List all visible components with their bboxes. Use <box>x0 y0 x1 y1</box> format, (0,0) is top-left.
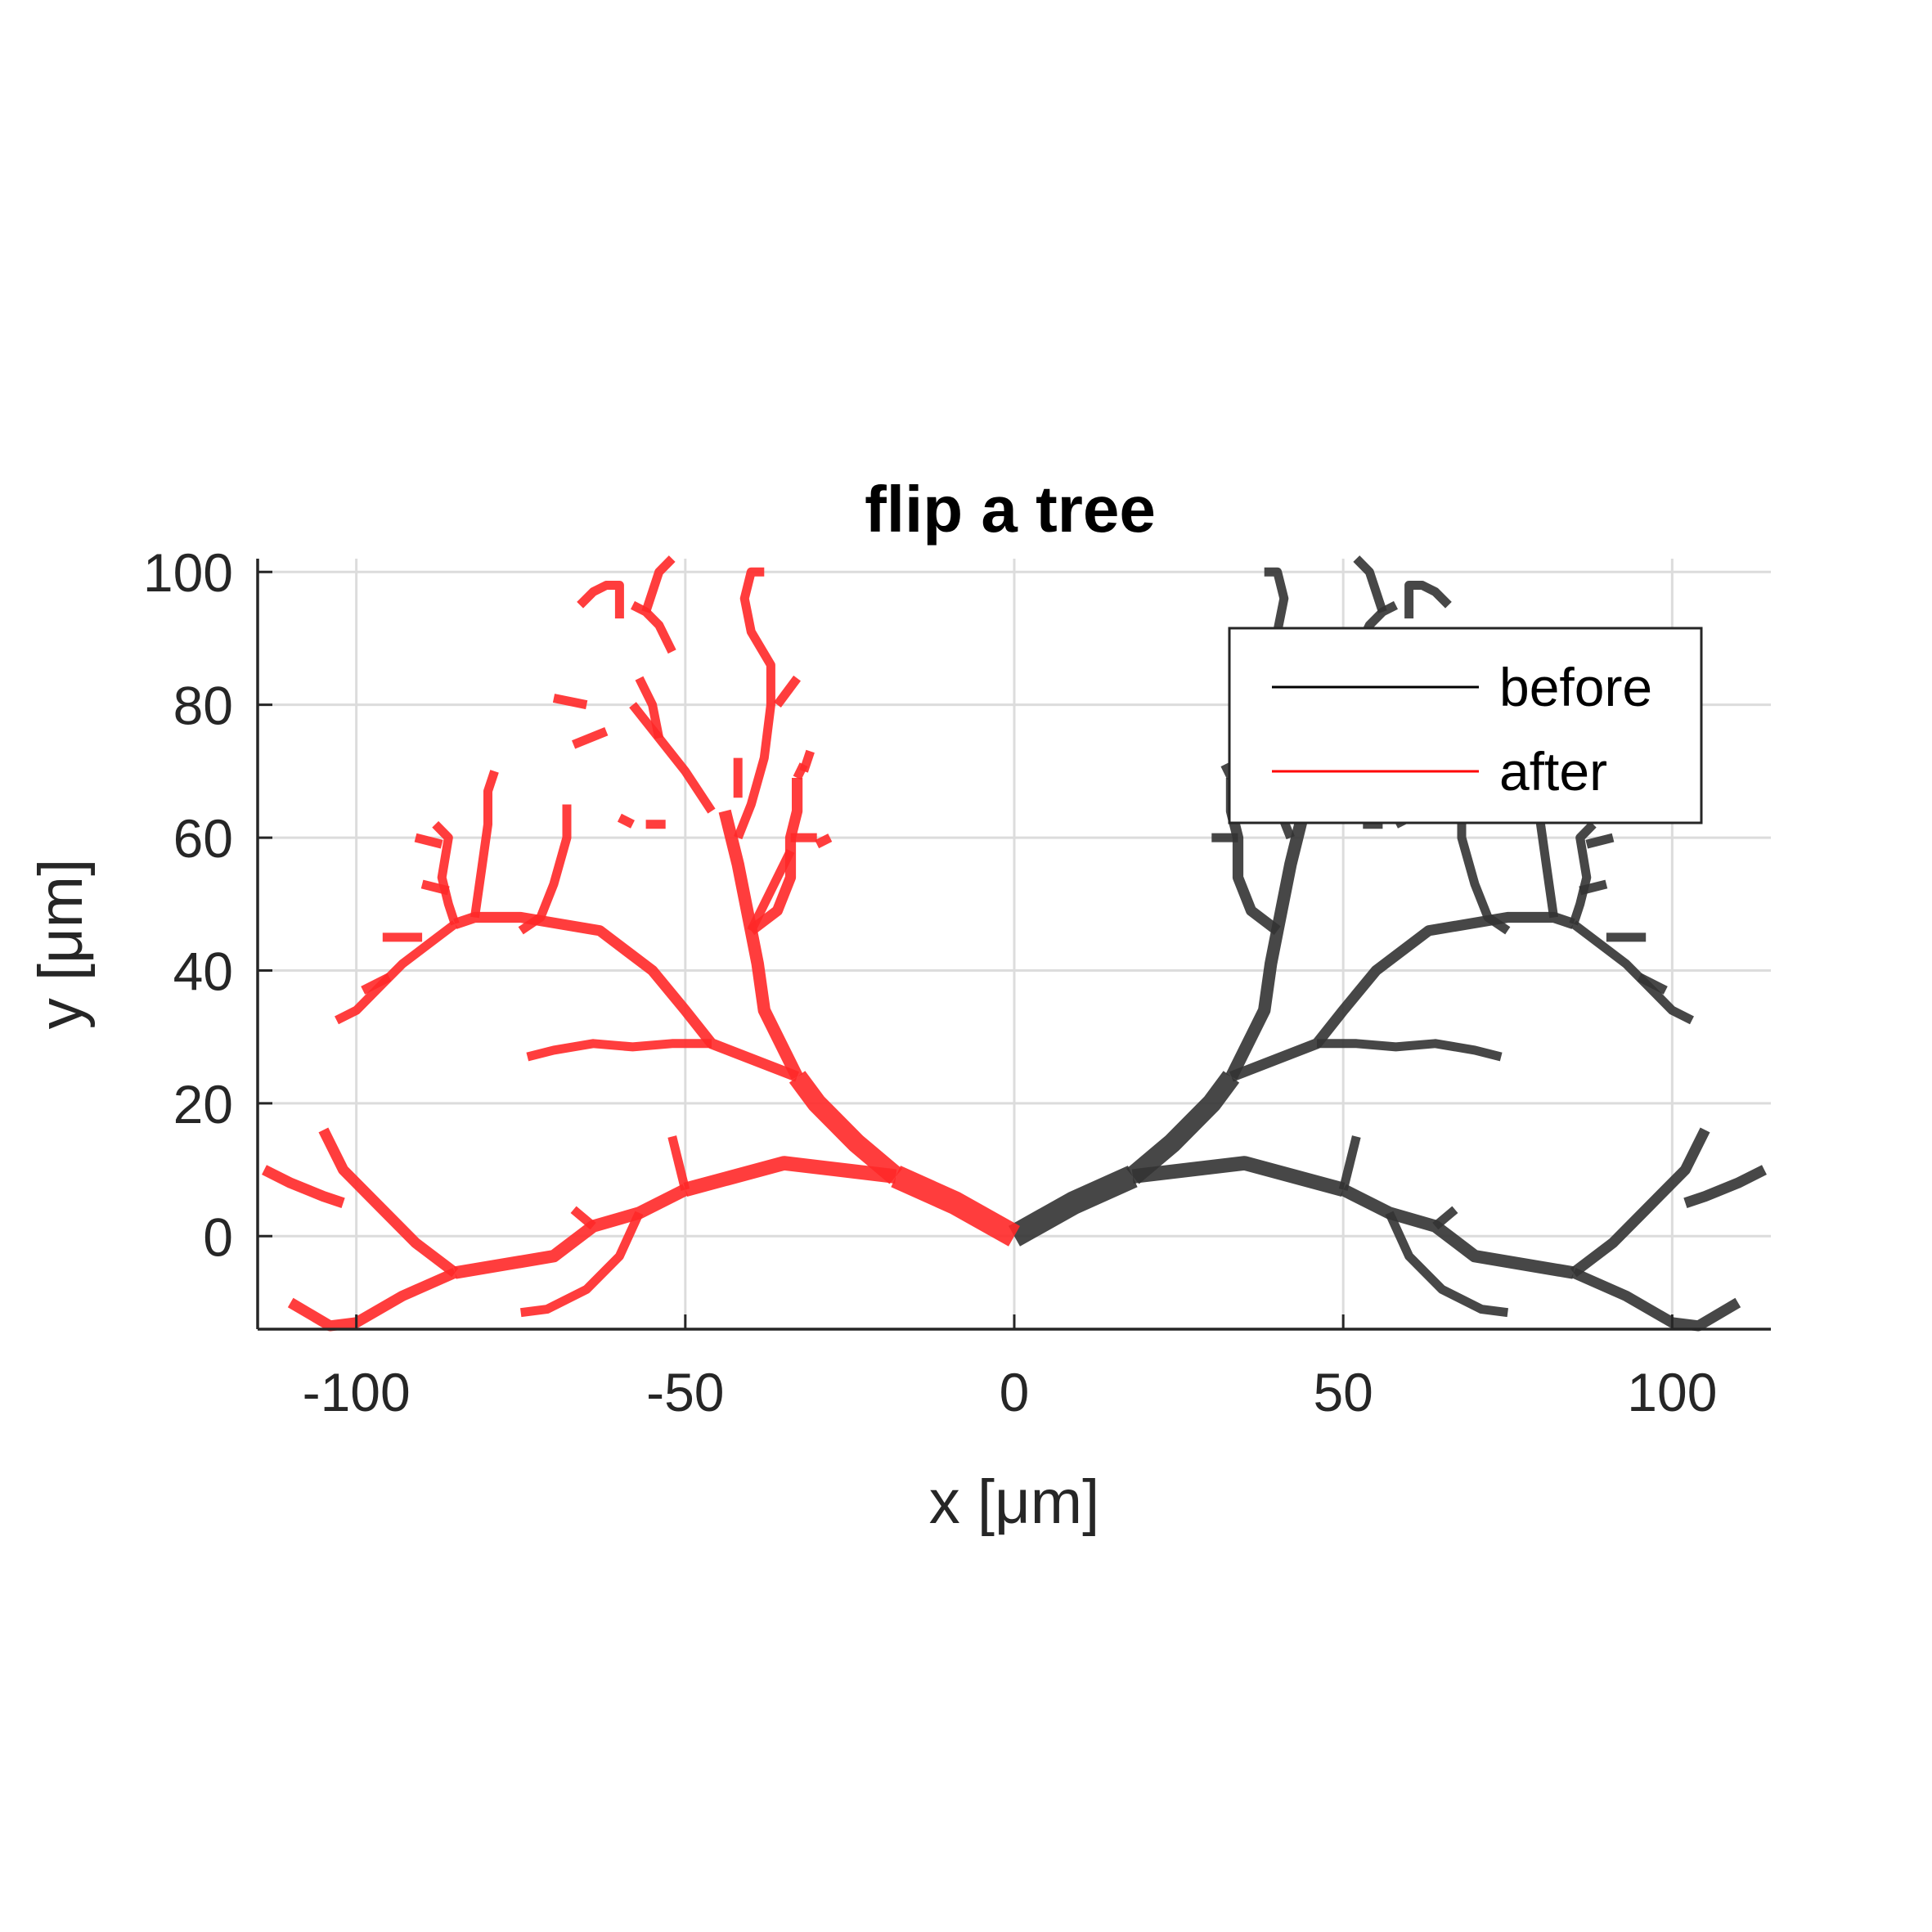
branch-after <box>572 727 609 749</box>
branch-before <box>1432 1206 1458 1230</box>
branch-after <box>335 920 458 1025</box>
branch-before <box>1353 555 1387 613</box>
branch-before <box>1579 879 1608 896</box>
chart-title: flip a tree <box>865 473 1156 546</box>
branch-before <box>1126 1071 1240 1184</box>
branch-after <box>734 567 775 840</box>
branch-before <box>1317 1039 1503 1062</box>
x-tick-label: 0 <box>1000 1362 1030 1422</box>
x-tick-label: 50 <box>1313 1362 1373 1422</box>
branch-before <box>1385 1211 1508 1318</box>
branch-after <box>815 833 833 849</box>
legend-label-after: after <box>1499 741 1607 802</box>
y-tick-label: 40 <box>173 941 233 1001</box>
branch-before <box>1683 1165 1767 1208</box>
branch-before <box>1570 920 1694 1025</box>
y-tick-label: 0 <box>203 1206 233 1267</box>
branch-before <box>1404 581 1452 619</box>
legend-box <box>1228 627 1703 824</box>
branch-after <box>470 770 499 919</box>
branch-after <box>683 1156 897 1197</box>
branch-after <box>361 973 392 995</box>
y-tick-label: 100 <box>143 542 233 603</box>
series-after <box>262 555 1020 1332</box>
branch-after <box>667 1135 690 1191</box>
branch-before <box>1009 1166 1138 1247</box>
branch-after <box>577 581 624 619</box>
branch-after <box>631 600 676 654</box>
y-tick-label: 20 <box>173 1074 233 1134</box>
x-tick-label: -50 <box>646 1362 724 1422</box>
branch-after <box>414 833 443 849</box>
branch-after <box>789 1071 902 1184</box>
branch-before <box>1569 820 1597 926</box>
branch-after <box>453 911 799 1082</box>
x-tick-label: -100 <box>303 1362 411 1422</box>
branch-after <box>552 694 588 710</box>
x-axis-label: x [μm] <box>929 1467 1099 1537</box>
branch-after <box>420 879 450 896</box>
branch-after <box>570 1206 596 1230</box>
branch-before <box>1637 973 1668 995</box>
tick-labels: -100 -50 0 50 100 0 20 40 60 80 100 <box>143 542 1718 1422</box>
branch-before <box>1338 1135 1361 1191</box>
legend: before after <box>1228 627 1703 824</box>
branch-after <box>641 555 676 613</box>
branch-after <box>262 1165 345 1208</box>
branch-before <box>1570 1127 1710 1278</box>
branch-after <box>518 804 572 935</box>
branch-after <box>629 702 716 814</box>
branch-after <box>526 1039 712 1062</box>
branch-after <box>747 848 795 933</box>
branch-before <box>1229 911 1575 1082</box>
branch-after <box>799 749 815 773</box>
branch-after <box>318 1127 459 1278</box>
y-axis-label: y [μm] <box>26 859 96 1029</box>
branch-after <box>718 809 803 1080</box>
branch-after <box>891 1166 1020 1247</box>
branch-after <box>432 820 460 926</box>
branch-after <box>635 676 664 739</box>
y-tick-label: 60 <box>173 808 233 869</box>
y-tick-label: 80 <box>173 676 233 736</box>
branch-before <box>1585 833 1615 849</box>
axes <box>256 559 1771 1331</box>
branch-before <box>1131 1156 1346 1197</box>
branch-before <box>1225 809 1310 1080</box>
branch-after <box>617 813 635 829</box>
branch-before <box>1457 804 1511 935</box>
x-tick-label: 100 <box>1627 1362 1717 1422</box>
branch-after <box>773 675 802 708</box>
branch-after <box>520 1211 644 1318</box>
legend-label-before: before <box>1499 657 1652 717</box>
